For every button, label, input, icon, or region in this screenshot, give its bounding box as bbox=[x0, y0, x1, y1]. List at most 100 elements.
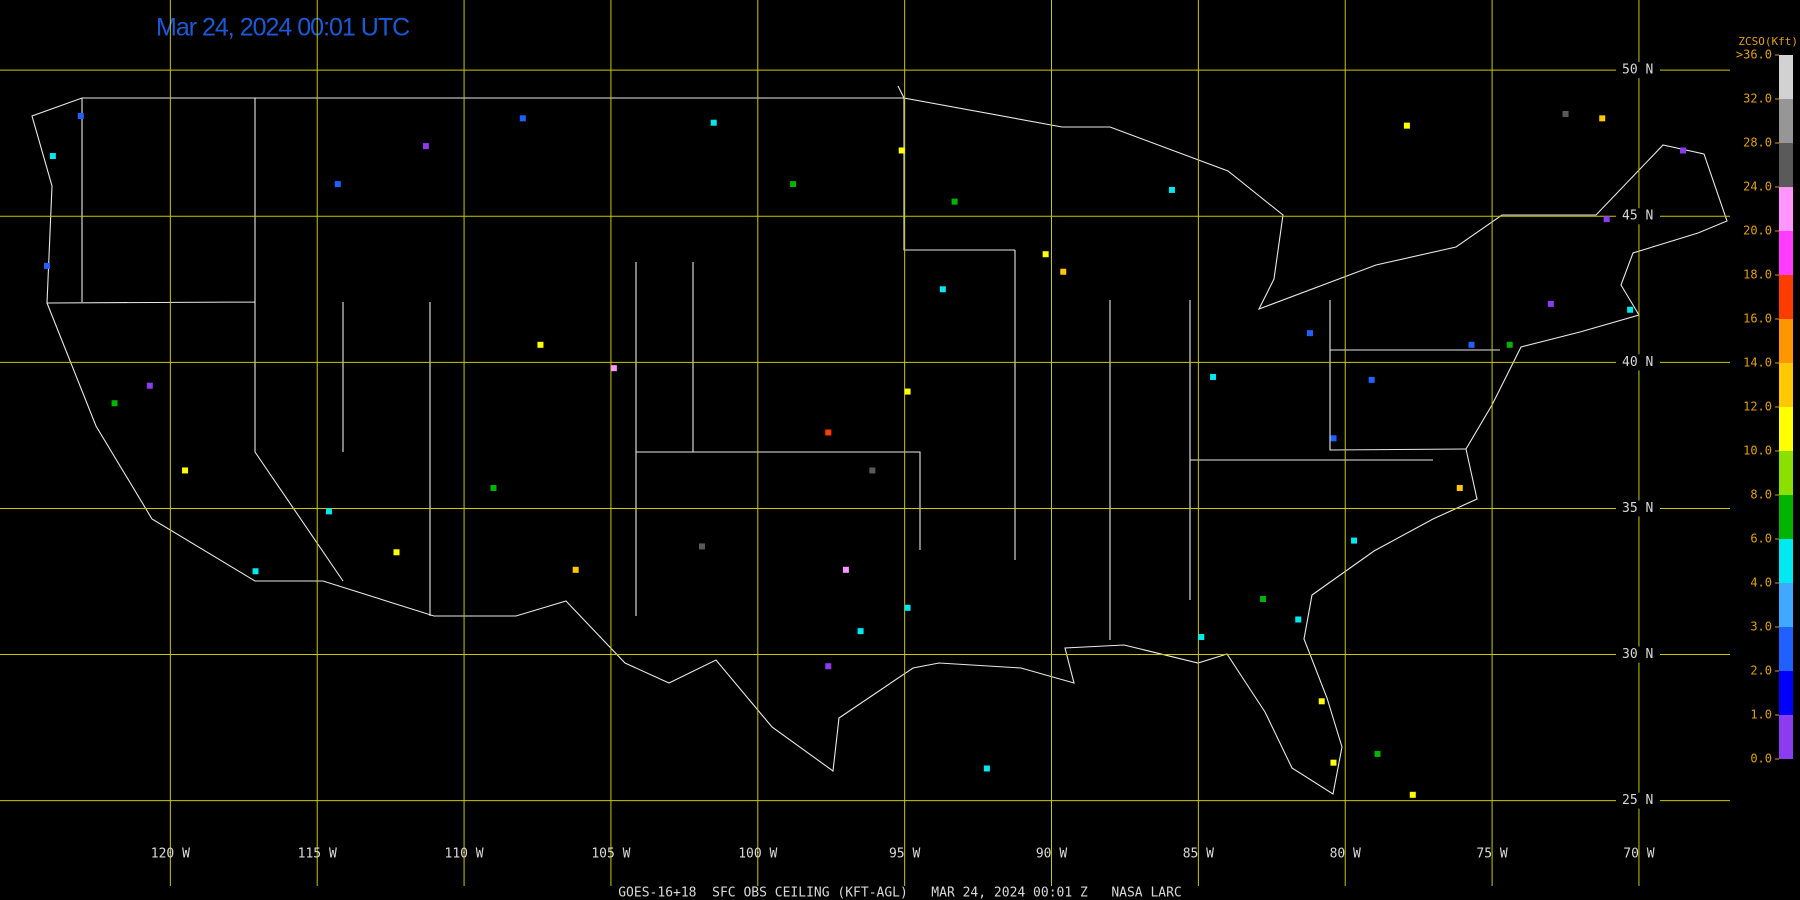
colorbar-segment bbox=[1779, 583, 1793, 627]
station-obs bbox=[1210, 373, 1217, 380]
colorbar-label: 6.0 bbox=[1750, 532, 1772, 546]
station-obs bbox=[537, 341, 544, 348]
lon-label: 85 W bbox=[1183, 847, 1214, 862]
station-obs bbox=[1603, 216, 1610, 223]
colorbar-segment bbox=[1779, 231, 1793, 275]
lon-label: 95 W bbox=[889, 847, 920, 862]
station-obs bbox=[1168, 186, 1175, 193]
colorbar-segment bbox=[1779, 187, 1793, 231]
lon-label: 75 W bbox=[1476, 847, 1507, 862]
station-obs bbox=[146, 382, 153, 389]
colorbar-label: 18.0 bbox=[1743, 268, 1772, 282]
station-obs bbox=[1456, 484, 1463, 491]
lat-label: 30 N bbox=[1622, 647, 1653, 662]
colorbar-segment bbox=[1779, 539, 1793, 583]
station-obs bbox=[1562, 110, 1569, 117]
colorbar-label: 14.0 bbox=[1743, 356, 1772, 370]
station-obs bbox=[1351, 537, 1358, 544]
colorbar-segment bbox=[1779, 671, 1793, 715]
colorbar-label: 0.0 bbox=[1750, 752, 1772, 766]
state-borders bbox=[46, 98, 1500, 640]
station-obs bbox=[252, 568, 259, 575]
station-obs bbox=[710, 119, 717, 126]
lon-label: 110 W bbox=[445, 847, 484, 862]
lat-label-bg bbox=[1616, 792, 1660, 809]
station-obs bbox=[939, 286, 946, 293]
lat-label: 45 N bbox=[1622, 209, 1653, 224]
lon-label: 90 W bbox=[1036, 847, 1067, 862]
colorbar-segment bbox=[1779, 495, 1793, 539]
colorbar-label: 8.0 bbox=[1750, 488, 1772, 502]
station-obs bbox=[904, 604, 911, 611]
colorbar-label: 24.0 bbox=[1743, 180, 1772, 194]
station-obs bbox=[1318, 698, 1325, 705]
lat-label: 35 N bbox=[1622, 501, 1653, 516]
colorbar-segment bbox=[1779, 627, 1793, 671]
station-obs bbox=[1259, 596, 1266, 603]
colorbar-label: 10.0 bbox=[1743, 444, 1772, 458]
station-obs bbox=[610, 365, 617, 372]
station-obs bbox=[393, 549, 400, 556]
lon-label: 80 W bbox=[1330, 847, 1361, 862]
colorbar-label: >36.0 bbox=[1736, 48, 1772, 62]
colorbar-segment bbox=[1779, 451, 1793, 495]
station-obs bbox=[77, 113, 84, 120]
station-obs bbox=[334, 181, 341, 188]
station-obs bbox=[1295, 616, 1302, 623]
colorbar-label: 1.0 bbox=[1750, 708, 1772, 722]
colorbar-label: 16.0 bbox=[1743, 312, 1772, 326]
colorbar-segment bbox=[1779, 319, 1793, 363]
station-obs bbox=[1060, 268, 1067, 275]
station-obs bbox=[1374, 750, 1381, 757]
lon-label: 105 W bbox=[591, 847, 630, 862]
station-obs bbox=[1468, 341, 1475, 348]
station-obs bbox=[904, 388, 911, 395]
colorbar-segment bbox=[1779, 99, 1793, 143]
station-obs bbox=[983, 765, 990, 772]
footer: GOES-16+18 SFC OBS CEILING (KFT-AGL) MAR… bbox=[618, 886, 1182, 900]
colorbar-segment bbox=[1779, 143, 1793, 187]
colorbar-label: 12.0 bbox=[1743, 400, 1772, 414]
station-obs bbox=[1680, 147, 1687, 154]
station-obs bbox=[49, 153, 56, 160]
colorbar-segment bbox=[1779, 363, 1793, 407]
lat-label-bg bbox=[1616, 208, 1660, 225]
station-obs bbox=[825, 429, 832, 436]
lon-label: 115 W bbox=[298, 847, 337, 862]
station-obs bbox=[1306, 330, 1313, 337]
colorbar-label: 20.0 bbox=[1743, 224, 1772, 238]
station-obs bbox=[1330, 759, 1337, 766]
lat-label-bg bbox=[1616, 62, 1660, 79]
station-obs bbox=[572, 566, 579, 573]
colorbar-label: 4.0 bbox=[1750, 576, 1772, 590]
colorbar-label: 2.0 bbox=[1750, 664, 1772, 678]
lat-label-bg bbox=[1616, 646, 1660, 663]
station-obs bbox=[1403, 122, 1410, 129]
station-obs bbox=[951, 198, 958, 205]
station-obs bbox=[111, 400, 118, 407]
station-obs bbox=[1506, 341, 1513, 348]
lat-label: 40 N bbox=[1622, 355, 1653, 370]
station-obs bbox=[825, 663, 832, 670]
lon-label: 100 W bbox=[738, 847, 777, 862]
station-obs bbox=[869, 467, 876, 474]
station-obs bbox=[1627, 306, 1634, 313]
station-obs bbox=[182, 467, 189, 474]
us-outline bbox=[31, 85, 1728, 795]
station-obs bbox=[325, 508, 332, 515]
station-obs bbox=[898, 147, 905, 154]
station-obs bbox=[43, 262, 50, 269]
station-obs bbox=[1368, 376, 1375, 383]
station-obs bbox=[790, 181, 797, 188]
lat-label: 50 N bbox=[1622, 63, 1653, 78]
colorbar-label: 32.0 bbox=[1743, 92, 1772, 106]
station-obs bbox=[842, 566, 849, 573]
station-obs bbox=[1547, 300, 1554, 307]
colorbar-segment bbox=[1779, 275, 1793, 319]
colorbar-label: 28.0 bbox=[1743, 136, 1772, 150]
lat-label: 25 N bbox=[1622, 793, 1653, 808]
station-obs bbox=[1599, 115, 1606, 122]
map-title: Mar 24, 2024 00:01 UTC bbox=[156, 14, 410, 42]
